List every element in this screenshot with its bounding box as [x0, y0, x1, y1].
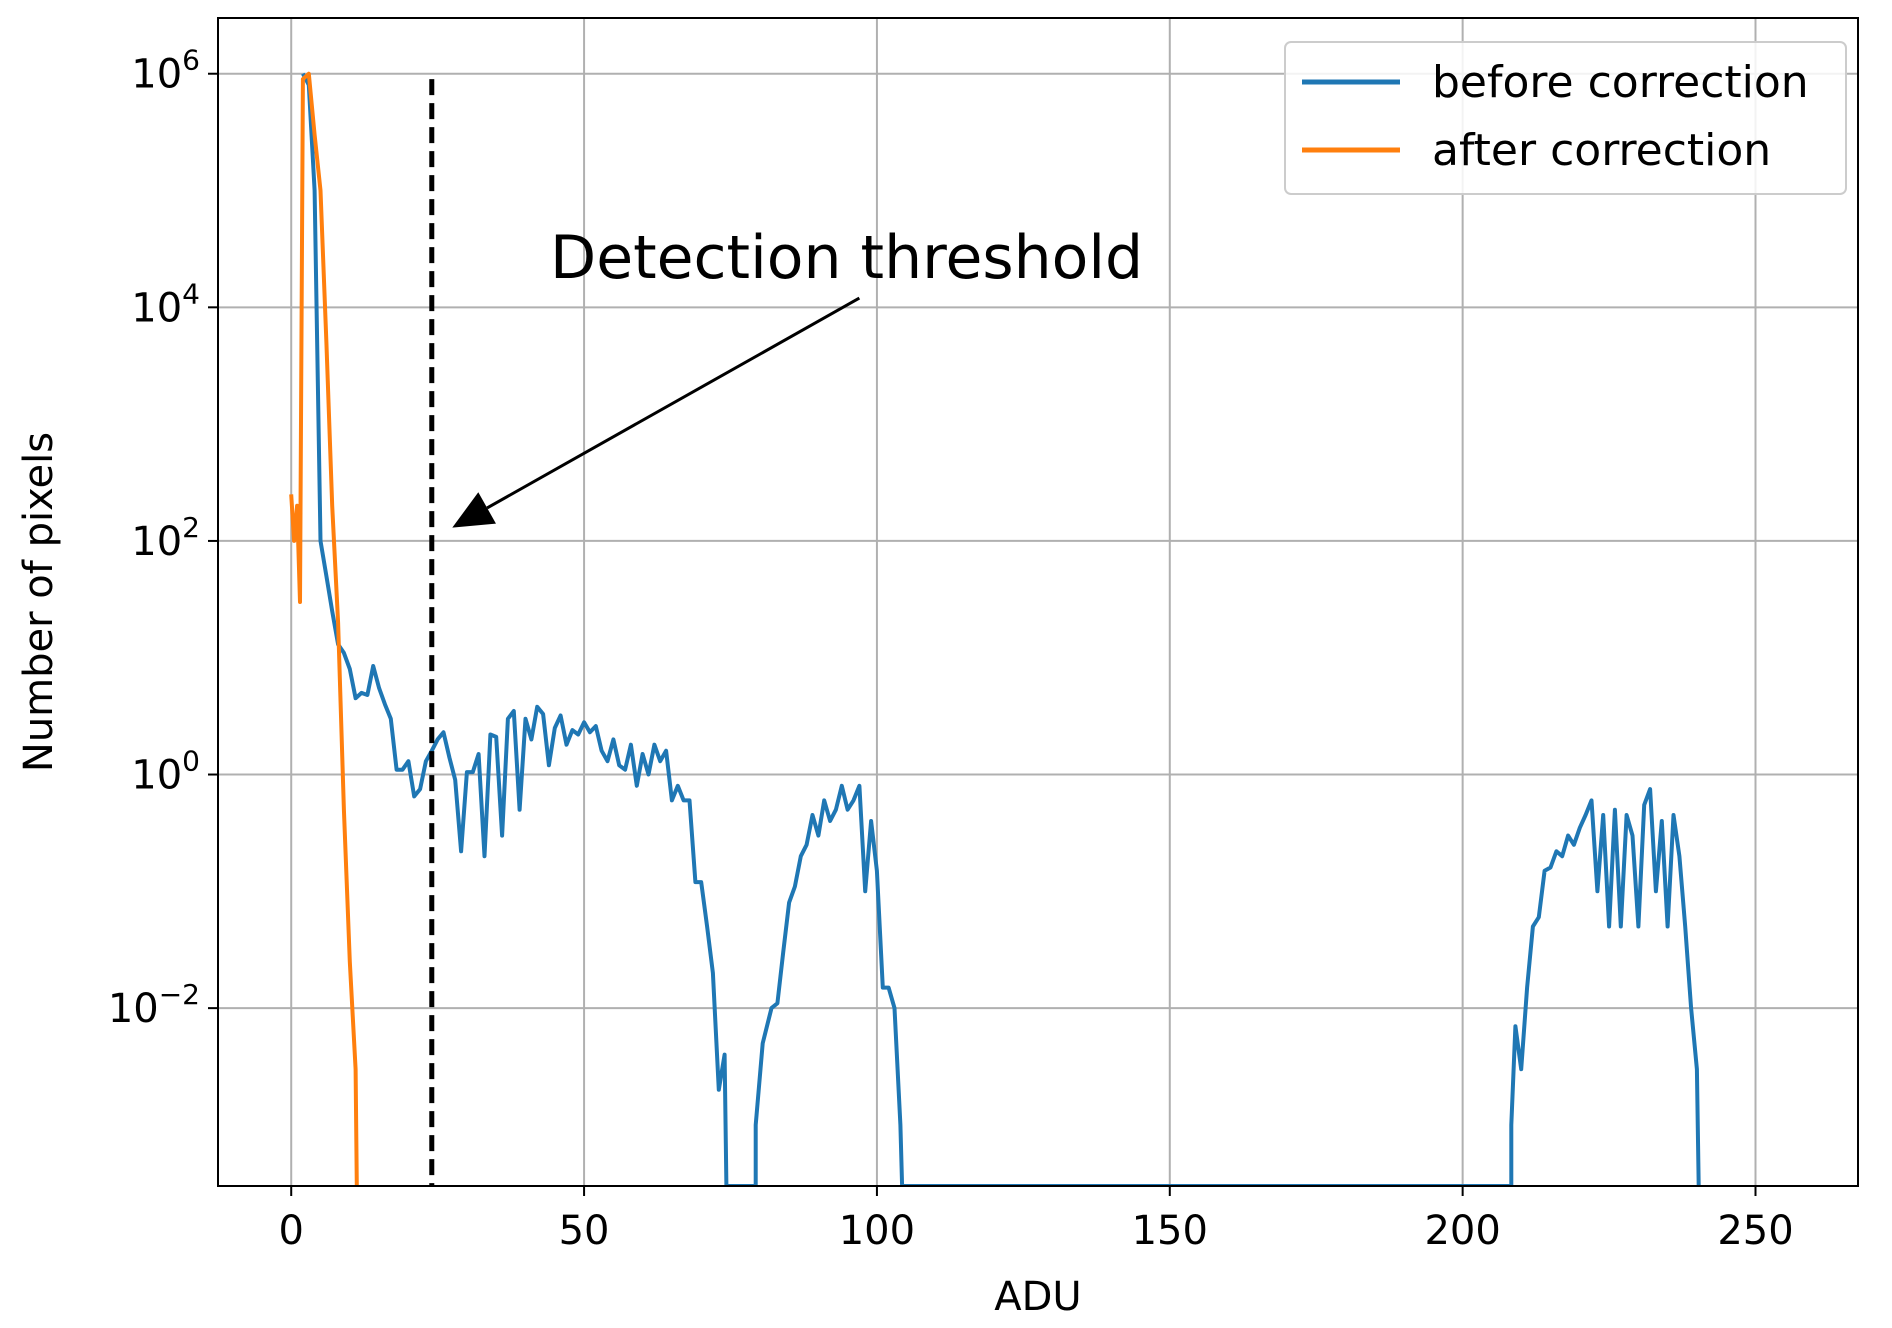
y-tick-label: 10−2	[108, 978, 200, 1032]
y-axis-label: Number of pixels	[16, 432, 62, 772]
grid	[218, 18, 1858, 1186]
annotation-arrow-line	[486, 296, 861, 510]
legend-box	[1284, 41, 1847, 195]
plot-frame	[217, 17, 1859, 1187]
y-tick-label: 104	[131, 277, 200, 331]
y-tick-label: 100	[131, 745, 200, 799]
series-line	[301, 72, 1701, 1186]
x-tick-label: 150	[1132, 1208, 1208, 1254]
x-axis-label: ADU	[994, 1274, 1081, 1320]
x-tick-label: 50	[559, 1208, 610, 1254]
annotation-arrow-head	[452, 492, 496, 528]
series-layer	[289, 71, 1701, 1186]
axes-ticks: 0 50 100 150 200 250 106 104 102 100 10−2	[108, 44, 1794, 1254]
x-tick-label: 0	[278, 1208, 303, 1254]
series-line	[289, 71, 359, 1186]
y-tick-label: 102	[131, 511, 200, 565]
annotation-layer: Detection threshold	[429, 79, 1143, 1186]
annotation-label: Detection threshold	[550, 223, 1143, 293]
legend-label: after correction	[1432, 125, 1771, 176]
plot-area	[218, 18, 1858, 1186]
legend-label: before correction	[1432, 57, 1809, 108]
y-tick-label: 106	[131, 44, 200, 98]
legend: before correction after correction	[1284, 41, 1847, 195]
x-tick-label: 250	[1717, 1208, 1793, 1254]
x-tick-label: 100	[839, 1208, 915, 1254]
x-tick-label: 200	[1424, 1208, 1500, 1254]
